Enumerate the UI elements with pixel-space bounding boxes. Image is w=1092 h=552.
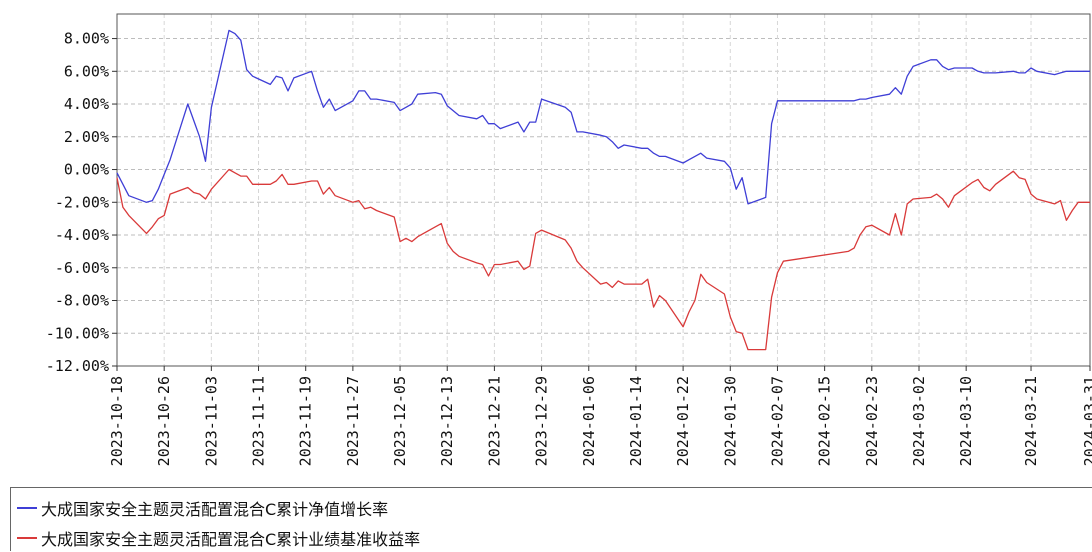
- legend-swatch-blue: [17, 507, 37, 509]
- x-tick-label: 2023-12-13: [438, 376, 456, 466]
- legend-item-nav-growth: 大成国家安全主题灵活配置混合C累计净值增长率: [11, 494, 388, 522]
- y-tick-label: -8.00%: [55, 292, 109, 310]
- legend: 大成国家安全主题灵活配置混合C累计净值增长率 大成国家安全主题灵活配置混合C累计…: [10, 487, 1092, 551]
- x-tick-label: 2023-10-26: [155, 376, 173, 466]
- x-tick-label: 2024-03-21: [1022, 376, 1040, 466]
- x-tick-label: 2023-11-03: [202, 376, 220, 466]
- x-tick-label: 2023-12-29: [533, 376, 551, 466]
- legend-label-nav-growth: 大成国家安全主题灵活配置混合C累计净值增长率: [41, 500, 389, 519]
- x-tick-label: 2023-10-18: [108, 376, 126, 466]
- y-tick-label: 0.00%: [64, 161, 109, 179]
- x-tick-label: 2024-02-15: [816, 376, 834, 466]
- x-tick-label: 2023-11-19: [297, 376, 315, 466]
- x-tick-label: 2024-03-02: [910, 376, 928, 466]
- y-tick-label: 8.00%: [64, 30, 109, 48]
- x-tick-label: 2023-12-21: [485, 376, 503, 466]
- y-tick-label: -10.00%: [46, 324, 109, 342]
- gridlines: [116, 14, 1091, 367]
- x-tick-label: 2023-11-27: [344, 376, 362, 466]
- x-tick-label: 2024-02-23: [863, 376, 881, 466]
- y-tick-label: 6.00%: [64, 62, 109, 80]
- series-line-benchmark: [116, 168, 1090, 351]
- x-tick-label: 2024-01-06: [580, 376, 598, 466]
- series-lines: [116, 29, 1090, 351]
- y-tick-label: -2.00%: [55, 193, 109, 211]
- x-tick-label: 2023-11-11: [250, 376, 268, 466]
- y-tick-label: 2.00%: [64, 128, 109, 146]
- legend-item-benchmark: 大成国家安全主题灵活配置混合C累计业绩基准收益率: [11, 524, 420, 552]
- x-tick-label: 2024-03-31: [1081, 376, 1092, 466]
- x-axis-ticks: 2023-10-18 2023-10-26 2023-11-03 2023-11-11…: [108, 366, 1092, 466]
- x-tick-label: 2024-02-07: [768, 376, 786, 466]
- axes: [116, 13, 1091, 367]
- y-tick-label: 4.00%: [64, 95, 109, 113]
- legend-label-benchmark: 大成国家安全主题灵活配置混合C累计业绩基准收益率: [41, 530, 421, 549]
- x-tick-label: 2023-12-05: [391, 376, 409, 466]
- x-tick-label: 2024-01-30: [721, 376, 739, 466]
- y-axis-ticks: 8.00% 6.00% 4.00% 2.00% 0.00% -2.00% -4.00% -6.…: [46, 30, 117, 375]
- y-tick-label: -12.00%: [46, 357, 109, 375]
- x-tick-label: 2024-01-14: [627, 376, 645, 466]
- y-tick-label: -6.00%: [55, 259, 109, 277]
- line-chart: 8.00% 6.00% 4.00% 2.00% 0.00% -2.00% -4.00% -6.…: [46, 13, 1092, 466]
- plot-frame: [116, 13, 1091, 367]
- y-tick-label: -4.00%: [55, 226, 109, 244]
- x-tick-label: 2024-01-22: [674, 376, 692, 466]
- series-line-nav-growth: [116, 29, 1090, 205]
- legend-swatch-red: [17, 537, 37, 539]
- x-tick-label: 2024-03-10: [957, 376, 975, 466]
